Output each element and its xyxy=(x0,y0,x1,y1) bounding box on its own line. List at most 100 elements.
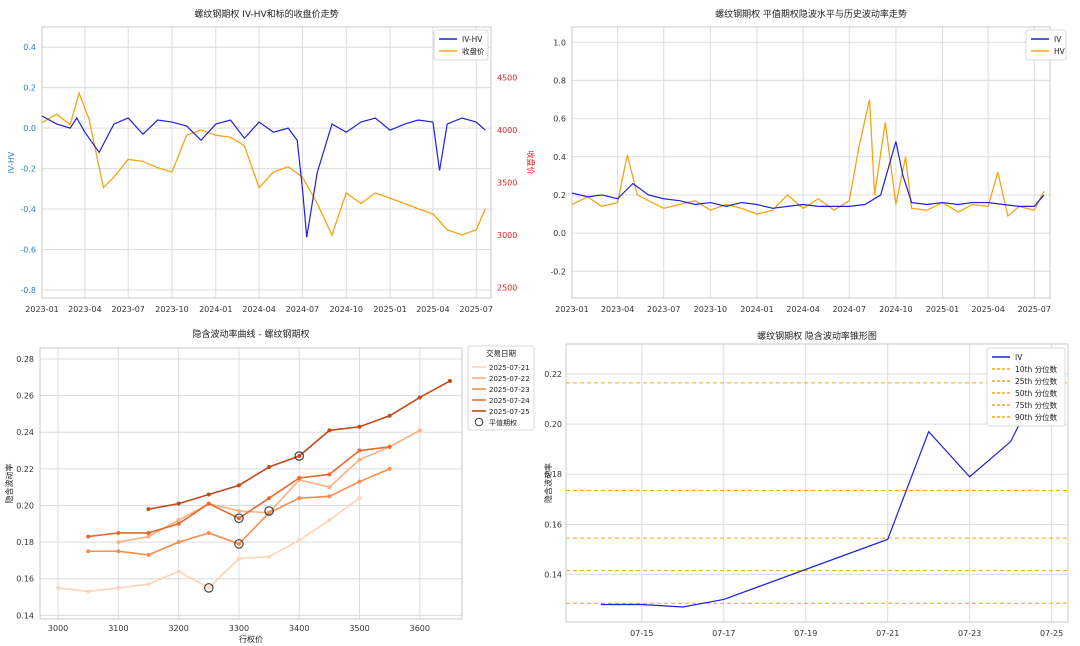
data-point xyxy=(206,492,211,497)
x-tick-label: 2023-01 xyxy=(25,305,58,314)
legend-label: 50th 分位数 xyxy=(1015,388,1058,398)
data-point xyxy=(116,549,121,554)
data-point xyxy=(327,472,332,477)
plot-frame xyxy=(565,343,1069,623)
chart-title: 螺纹钢期权 平值期权隐波水平与历史波动率走势 xyxy=(715,8,907,20)
data-point xyxy=(86,589,91,594)
y-axis-label-left: IV-HV xyxy=(7,151,16,173)
y-axis-label-right: 收盘价 xyxy=(526,151,536,175)
data-point xyxy=(267,465,272,470)
chart-iv-hv-levels: 螺纹钢期权 平值期权隐波水平与历史波动率走势 2023-01 2023-04 2023… xyxy=(550,8,1067,314)
x-tick-label: 3500 xyxy=(349,624,369,633)
series-line-2025-07-21 xyxy=(57,497,360,593)
series-line-iv xyxy=(571,141,1045,209)
series-line-hv xyxy=(571,99,1045,218)
series-line-iv-hv xyxy=(41,115,486,238)
x-tick-label: 2023-04 xyxy=(601,305,634,314)
x-tick-label: 2024-07 xyxy=(286,305,319,314)
y-tick-label: 0.20 xyxy=(16,501,34,510)
legend-label: 2025-07-24 xyxy=(489,397,530,405)
series-line-2025-07-22 xyxy=(118,429,421,543)
data-point xyxy=(267,510,272,515)
legend-label: 平值期权 xyxy=(489,418,517,427)
x-tick-label: 07-19 xyxy=(794,629,817,638)
x-tick-label: 07-25 xyxy=(1040,629,1063,638)
atm-marker xyxy=(264,506,274,516)
y-tick-label-right: 4500 xyxy=(497,73,517,82)
data-point xyxy=(387,444,392,449)
data-point xyxy=(146,582,151,587)
y-tick-label-right: 4000 xyxy=(497,126,517,135)
data-point xyxy=(56,585,61,590)
x-tick-label: 2025-01 xyxy=(926,305,959,314)
data-point xyxy=(357,496,362,501)
plot-frame xyxy=(571,26,1051,299)
y-tick-label-left: -0.6 xyxy=(20,245,36,254)
legend-label: 2025-07-23 xyxy=(489,386,530,394)
data-point xyxy=(327,428,332,433)
x-tick-label: 2024-10 xyxy=(879,305,912,314)
x-tick-label: 2023-01 xyxy=(555,305,588,314)
data-point xyxy=(86,549,91,554)
x-tick-label: 07-21 xyxy=(876,629,899,638)
y-axis-label: 隐含波动率 xyxy=(543,463,553,503)
y-tick-label: 0.8 xyxy=(553,76,566,85)
chart-iv-hv-price: 螺纹钢期权 IV-HV和标的收盘价走势 2023-01 2023-04 2023-07… xyxy=(7,8,536,314)
p2-legend-box xyxy=(1025,29,1067,61)
y-tick-label: 0.24 xyxy=(16,428,34,437)
y-tick-label: 0.2 xyxy=(553,191,566,200)
data-point xyxy=(267,554,272,559)
x-axis-label: 行权价 xyxy=(239,634,263,644)
legend-title: 交易日期 xyxy=(486,348,516,358)
legend-label: 10th 分位数 xyxy=(1015,364,1058,374)
y-tick-label-left: -0.4 xyxy=(20,205,36,214)
x-tick-label: 2024-10 xyxy=(330,305,363,314)
data-point xyxy=(357,457,362,462)
y-tick-label-left: 0.0 xyxy=(23,124,36,133)
data-point xyxy=(146,507,151,512)
legend-label: IV xyxy=(1054,35,1062,44)
y-tick-label-left: -0.8 xyxy=(20,286,36,295)
atm-marker xyxy=(234,513,244,524)
x-tick-label: 3200 xyxy=(168,624,188,633)
x-tick-label: 2023-10 xyxy=(155,305,188,314)
data-point xyxy=(297,476,302,481)
data-point xyxy=(176,540,181,545)
data-point xyxy=(176,518,181,523)
legend-label: 25th 分位数 xyxy=(1015,376,1058,386)
x-tick-label: 3300 xyxy=(229,624,249,633)
x-tick-label: 07-15 xyxy=(630,629,653,638)
chart-iv-cone: 螺纹钢期权 隐含波动率锥形图 07-15 07-17 07-19 07-21 07-23 0… xyxy=(543,330,1069,638)
series-line-iv xyxy=(600,358,1053,608)
x-tick-label: 07-23 xyxy=(958,629,981,638)
chart-title: 螺纹钢期权 IV-HV和标的收盘价走势 xyxy=(194,8,338,20)
data-point xyxy=(327,485,332,490)
x-tick-label: 07-17 xyxy=(712,629,735,638)
legend-label: 90th 分位数 xyxy=(1015,412,1058,422)
legend-label: 75th 分位数 xyxy=(1015,400,1058,410)
data-point xyxy=(236,516,241,521)
data-point xyxy=(86,534,91,539)
y-tick-label: -0.2 xyxy=(550,267,566,276)
x-tick-label: 2025-04 xyxy=(416,305,449,314)
data-point xyxy=(357,479,362,484)
data-point xyxy=(176,501,181,506)
y-tick-label: 0.18 xyxy=(544,470,562,479)
data-point xyxy=(236,556,241,561)
data-point xyxy=(116,585,121,590)
y-tick-label: 0.16 xyxy=(544,520,562,529)
x-tick-label: 2024-04 xyxy=(786,305,819,314)
x-tick-label: 3600 xyxy=(410,624,430,633)
x-tick-label: 2023-07 xyxy=(111,305,144,314)
data-point xyxy=(146,534,151,539)
data-point xyxy=(236,483,241,488)
x-tick-label: 3400 xyxy=(289,624,309,633)
legend-label: 2025-07-22 xyxy=(489,375,530,383)
y-tick-label-right: 3500 xyxy=(497,178,517,187)
x-tick-label: 2023-04 xyxy=(68,305,101,314)
data-point xyxy=(447,378,452,383)
y-tick-label: 0.26 xyxy=(16,392,34,401)
data-point xyxy=(297,454,302,459)
data-point xyxy=(146,552,151,557)
y-tick-label-left: 0.4 xyxy=(23,43,36,52)
